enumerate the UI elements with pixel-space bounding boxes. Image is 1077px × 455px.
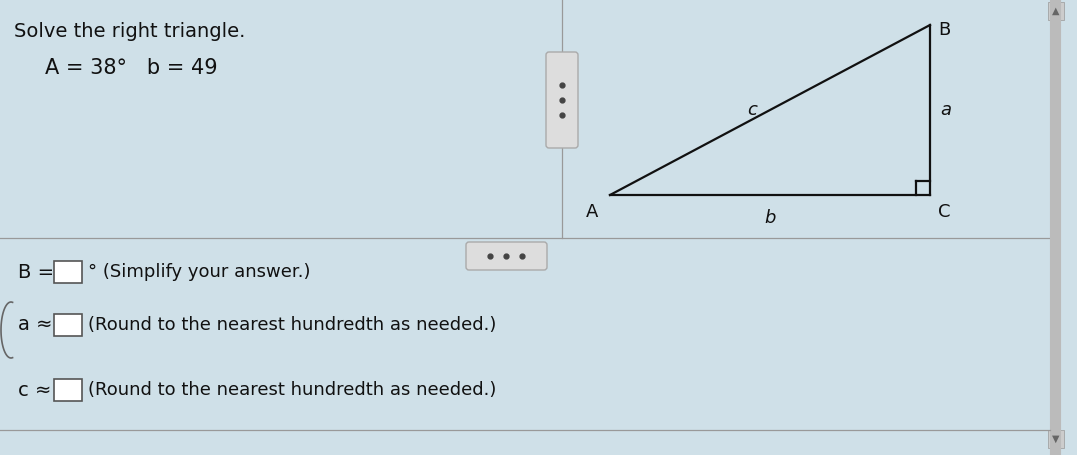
FancyBboxPatch shape [1048,430,1064,448]
FancyBboxPatch shape [1048,2,1064,20]
FancyBboxPatch shape [466,242,547,270]
FancyBboxPatch shape [54,379,82,401]
Text: a: a [940,101,951,119]
Text: a ≈: a ≈ [18,315,59,334]
Text: ° (Simplify your answer.): ° (Simplify your answer.) [88,263,310,281]
Text: B: B [938,21,950,39]
Text: B =: B = [18,263,60,282]
FancyBboxPatch shape [54,261,82,283]
Text: C: C [938,203,951,221]
Text: ▲: ▲ [1052,6,1060,16]
FancyBboxPatch shape [54,314,82,336]
Text: b: b [765,209,775,227]
Text: (Round to the nearest hundredth as needed.): (Round to the nearest hundredth as neede… [88,316,496,334]
Text: ▼: ▼ [1052,434,1060,444]
Text: (Round to the nearest hundredth as needed.): (Round to the nearest hundredth as neede… [88,381,496,399]
FancyBboxPatch shape [546,52,578,148]
Text: Solve the right triangle.: Solve the right triangle. [14,22,246,41]
Text: c ≈: c ≈ [18,380,58,399]
Text: A = 38°   b = 49: A = 38° b = 49 [45,58,218,78]
Text: A: A [586,203,598,221]
Text: c: c [747,101,757,119]
